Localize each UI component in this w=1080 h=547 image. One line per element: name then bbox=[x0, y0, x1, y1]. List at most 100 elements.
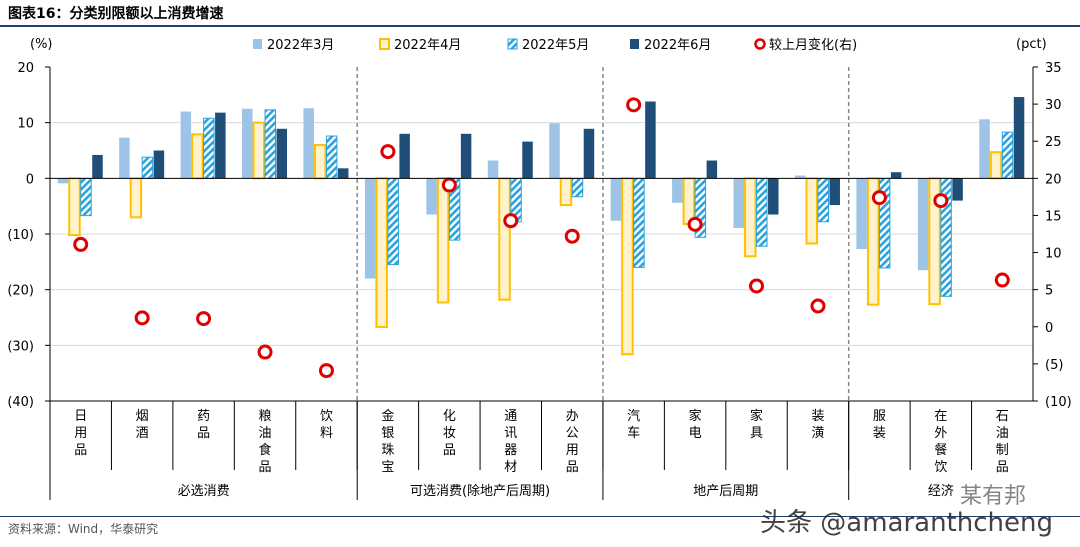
chart: 20 10 0 (10) (20) (30) (40) 35 30 25 20 15 10 5 0 (5) (1… bbox=[7, 37, 1072, 500]
category-label-char: 在 bbox=[934, 409, 947, 424]
category-label-char: 器 bbox=[504, 443, 517, 458]
bar-2022年4月 bbox=[375, 177, 388, 328]
left-tick-label: (30) bbox=[7, 339, 34, 354]
category-label-char: 日 bbox=[74, 409, 87, 424]
category-label-char: 宝 bbox=[381, 460, 394, 475]
category-label-char: 粮 bbox=[259, 409, 272, 424]
scatter-point bbox=[810, 298, 826, 314]
bar-2022年6月 bbox=[215, 112, 226, 179]
bar-2022年4月 bbox=[744, 177, 757, 258]
scatter-point bbox=[318, 363, 334, 379]
scatter-point bbox=[871, 190, 887, 206]
right-tick-label: 25 bbox=[1045, 135, 1062, 150]
legend-label: 较上月变化(右) bbox=[769, 37, 857, 53]
right-tick-label: 20 bbox=[1045, 172, 1062, 187]
right-tick-label: 15 bbox=[1045, 209, 1062, 224]
category-label-char: 烟 bbox=[136, 409, 149, 424]
category-label-char: 制 bbox=[996, 443, 1009, 458]
left-unit-label: (%) bbox=[30, 37, 53, 52]
bar-2022年3月 bbox=[364, 178, 376, 279]
category-label-char: 餐 bbox=[934, 442, 947, 458]
left-tick-label: 20 bbox=[17, 61, 34, 76]
scatter-point bbox=[134, 310, 150, 326]
title-divider bbox=[0, 25, 1080, 27]
category-label-char: 办 bbox=[566, 409, 579, 424]
bar-2022年5月 bbox=[756, 177, 768, 247]
legend-label: 2022年3月 bbox=[267, 38, 334, 53]
category-label-char: 油 bbox=[259, 426, 272, 441]
bar-2022年5月 bbox=[264, 109, 277, 179]
bar-2022年6月 bbox=[399, 133, 410, 179]
group-label: 必选消费 bbox=[178, 484, 230, 499]
category-label-char: 装 bbox=[811, 409, 824, 424]
category-label-char: 通 bbox=[504, 409, 517, 424]
category-label-char: 食 bbox=[259, 442, 272, 458]
scatter-point bbox=[564, 228, 580, 244]
category-label-char: 品 bbox=[197, 426, 210, 441]
scatter-point bbox=[196, 311, 212, 327]
group-label: 可选消费(除地产后周期) bbox=[410, 484, 550, 499]
bar-2022年3月 bbox=[856, 178, 867, 250]
left-tick-label: 0 bbox=[26, 172, 34, 187]
bar-2022年4月 bbox=[621, 177, 634, 356]
category-label-char: 饮 bbox=[934, 460, 947, 475]
category-label-char: 讯 bbox=[504, 426, 517, 441]
bar-2022年5月 bbox=[325, 135, 338, 179]
category-label-char: 金 bbox=[381, 408, 394, 424]
right-tick-label: 5 bbox=[1045, 284, 1053, 299]
category-label-char: 料 bbox=[320, 426, 333, 441]
left-tick-label: 10 bbox=[17, 117, 34, 132]
category-label-char: 品 bbox=[259, 460, 272, 475]
scatter-point bbox=[380, 144, 396, 160]
bar-2022年4月 bbox=[436, 177, 450, 304]
category-label-char: 酒 bbox=[136, 426, 149, 441]
category-label-char: 品 bbox=[566, 460, 579, 475]
category-label-char: 妆 bbox=[443, 426, 456, 441]
category-label-char: 药 bbox=[197, 409, 210, 424]
bar-2022年6月 bbox=[952, 178, 963, 201]
bar-2022年6月 bbox=[460, 133, 472, 179]
scatter-point bbox=[687, 216, 703, 232]
scatter-point bbox=[933, 193, 949, 209]
bar-2022年4月 bbox=[989, 151, 1003, 180]
left-tick-label: (10) bbox=[7, 228, 34, 243]
category-label-char: 饮 bbox=[320, 409, 333, 424]
scatter-point bbox=[257, 344, 273, 360]
bar-2022年6月 bbox=[706, 160, 718, 179]
category-label-char: 外 bbox=[934, 426, 947, 441]
bar-2022年4月 bbox=[252, 121, 266, 180]
category-label-char: 家 bbox=[750, 408, 763, 424]
bar-2022年6月 bbox=[645, 101, 656, 179]
bar-2022年3月 bbox=[242, 108, 253, 179]
category-label-char: 银 bbox=[381, 426, 394, 441]
category-label-char: 油 bbox=[996, 426, 1009, 441]
bar-2022年5月 bbox=[571, 177, 584, 198]
bar-2022年5月 bbox=[80, 177, 92, 217]
bar-2022年3月 bbox=[487, 160, 499, 179]
category-label-char: 用 bbox=[74, 426, 87, 441]
bar-2022年6月 bbox=[276, 128, 288, 179]
category-label-char: 石 bbox=[996, 409, 1009, 424]
left-tick-label: (40) bbox=[7, 395, 34, 410]
legend-label: 2022年4月 bbox=[394, 38, 461, 53]
source-note: 资料来源：Wind，华泰研究 bbox=[8, 522, 159, 536]
bar-2022年4月 bbox=[68, 177, 81, 237]
bar-2022年6月 bbox=[583, 128, 595, 179]
right-tick-label: 10 bbox=[1045, 247, 1062, 262]
group-label: 地产后周期 bbox=[693, 484, 758, 499]
category-label-char: 车 bbox=[627, 425, 640, 441]
bar-2022年3月 bbox=[549, 123, 560, 179]
legend-swatch bbox=[253, 39, 262, 49]
footer-divider bbox=[0, 516, 1080, 517]
legend-label: 2022年5月 bbox=[522, 38, 589, 53]
category-label-char: 服 bbox=[873, 409, 886, 424]
bar-2022年3月 bbox=[119, 137, 130, 179]
bar-2022年4月 bbox=[559, 177, 573, 207]
bar-2022年6月 bbox=[1013, 97, 1025, 179]
legend-swatch bbox=[379, 38, 390, 50]
legend-swatch bbox=[630, 39, 639, 49]
category-label-char: 材 bbox=[504, 460, 517, 475]
scatter-point bbox=[73, 236, 89, 252]
scatter-point bbox=[441, 177, 457, 193]
